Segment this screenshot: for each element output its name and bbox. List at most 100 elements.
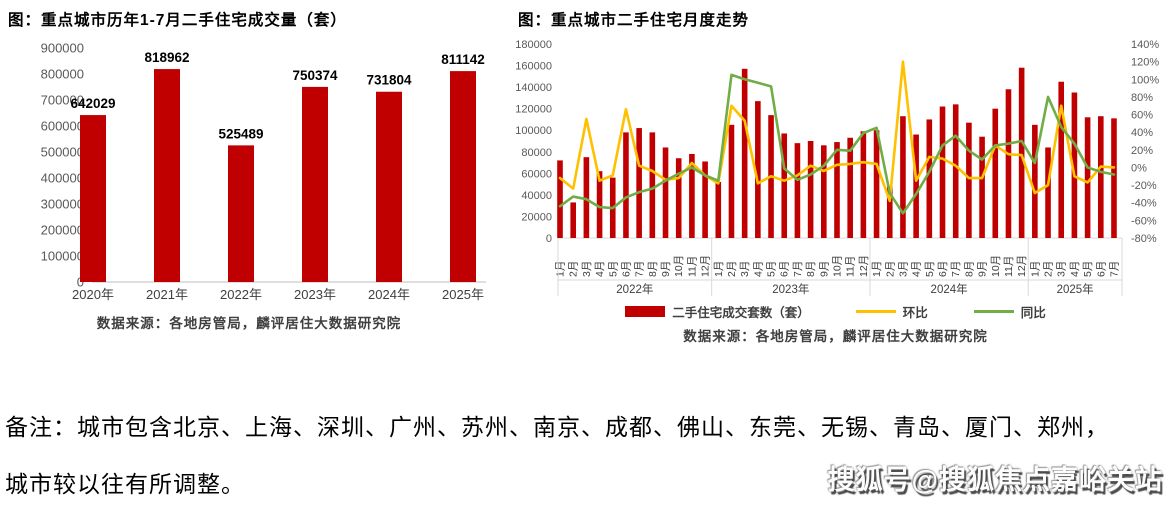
monthly-bar	[939, 106, 946, 238]
svg-text:100%: 100%	[1131, 74, 1159, 86]
svg-text:7月: 7月	[792, 261, 804, 277]
monthly-bar	[807, 141, 814, 238]
watermark: 搜狐号@搜狐焦点嘉峪关站	[827, 465, 1163, 495]
svg-text:2022年: 2022年	[220, 287, 262, 302]
svg-text:2025年: 2025年	[1057, 282, 1094, 296]
annual-bar	[154, 69, 180, 282]
monthly-bar	[966, 122, 972, 238]
legend-label-huanbi: 环比	[902, 305, 928, 320]
annual-bar	[376, 91, 402, 282]
svg-text:60000: 60000	[521, 168, 552, 180]
svg-text:800000: 800000	[41, 67, 84, 82]
svg-text:80000: 80000	[521, 147, 552, 159]
svg-text:2023年: 2023年	[772, 282, 809, 296]
monthly-bar	[1058, 81, 1065, 238]
svg-text:12月: 12月	[700, 255, 712, 277]
svg-text:2025年: 2025年	[442, 287, 484, 302]
svg-text:9月: 9月	[977, 261, 989, 277]
monthly-bar	[781, 133, 788, 238]
svg-text:3月: 3月	[897, 261, 909, 277]
monthly-bar	[1111, 118, 1117, 238]
monthly-bar	[886, 186, 893, 238]
monthly-bar	[847, 137, 853, 238]
monthly-bar	[952, 104, 959, 238]
tongbi-line	[558, 73, 1116, 215]
monthly-bar	[1005, 89, 1012, 238]
monthly-bar	[596, 171, 603, 238]
svg-text:2021年: 2021年	[146, 287, 188, 302]
svg-text:0%: 0%	[1131, 162, 1147, 174]
monthly-bar	[715, 181, 722, 238]
svg-text:400000: 400000	[41, 171, 84, 186]
monthly-bar	[900, 116, 906, 238]
monthly-bar	[675, 158, 682, 238]
footnote-line-1: 备注：城市包含北京、上海、深圳、广州、苏州、南京、成都、佛山、东莞、无锡、青岛、…	[5, 415, 1109, 441]
svg-text:2月: 2月	[726, 261, 738, 277]
monthly-bar	[702, 161, 708, 238]
svg-text:200000: 200000	[41, 223, 84, 238]
monthly-chart-source: 数据来源：各地房管局，麟评居住大数据研究院	[683, 329, 988, 345]
svg-text:731804: 731804	[366, 73, 412, 88]
svg-text:818962: 818962	[144, 50, 189, 65]
svg-text:10月: 10月	[990, 255, 1002, 277]
svg-text:2月: 2月	[1043, 261, 1055, 277]
svg-text:3月: 3月	[1056, 261, 1068, 277]
monthly-chart-title: 图：重点城市二手住宅月度走势	[518, 12, 750, 29]
svg-text:40%: 40%	[1131, 127, 1153, 139]
monthly-bar	[821, 145, 827, 238]
monthly-bar	[755, 101, 761, 238]
svg-text:40000: 40000	[521, 190, 552, 202]
monthly-bar	[834, 142, 840, 238]
monthly-bar	[860, 131, 867, 238]
svg-text:1月: 1月	[871, 261, 883, 277]
svg-text:100000: 100000	[41, 249, 84, 264]
monthly-bar	[649, 132, 656, 238]
svg-text:7月: 7月	[950, 261, 962, 277]
svg-text:10月: 10月	[831, 255, 843, 277]
svg-text:9月: 9月	[660, 261, 672, 277]
monthly-bar	[1084, 117, 1091, 238]
monthly-bars	[557, 67, 1117, 239]
monthly-bar	[741, 68, 748, 239]
footnote-line-2: 城市较以往有所调整。	[5, 472, 245, 498]
svg-text:0: 0	[546, 233, 552, 245]
monthly-bar	[926, 119, 933, 238]
svg-text:2024年: 2024年	[931, 282, 968, 296]
svg-text:3月: 3月	[739, 261, 751, 277]
annual-chart-source: 数据来源：各地房管局，麟评居住大数据研究院	[96, 316, 402, 332]
svg-text:900000: 900000	[41, 41, 84, 56]
legend-item-huanbi: 环比	[855, 302, 928, 321]
svg-text:2024年: 2024年	[368, 287, 410, 302]
annual-bar	[228, 145, 254, 282]
svg-text:2月: 2月	[568, 261, 580, 277]
monthly-bar	[1097, 116, 1104, 238]
monthly-bar	[583, 157, 590, 238]
svg-text:525489: 525489	[218, 126, 263, 141]
monthly-chart-svg: 0 20000 40000 60000 80000 100000 120000 140000 1…	[515, 39, 1159, 296]
svg-text:5月: 5月	[1082, 261, 1094, 277]
tongbi-line-swatch-icon	[973, 309, 1014, 314]
svg-text:2023年: 2023年	[294, 287, 336, 302]
svg-text:8月: 8月	[963, 261, 975, 277]
svg-text:160000: 160000	[515, 61, 552, 73]
monthly-bar	[689, 153, 695, 238]
monthly-bar	[728, 124, 735, 238]
footnote: 备注：城市包含北京、上海、深圳、广州、苏州、南京、成都、佛山、东莞、无锡、青岛、…	[5, 400, 1170, 514]
svg-text:600000: 600000	[41, 119, 84, 134]
svg-text:6月: 6月	[779, 261, 791, 277]
svg-text:1月: 1月	[713, 261, 725, 277]
svg-text:811142: 811142	[441, 52, 485, 67]
svg-text:11月: 11月	[845, 256, 857, 277]
svg-text:120%: 120%	[1131, 57, 1159, 69]
bar-swatch-icon	[625, 306, 666, 317]
monthly-bar	[794, 143, 801, 238]
svg-text:2022年: 2022年	[616, 282, 653, 296]
svg-text:180000: 180000	[515, 39, 552, 51]
svg-text:120000: 120000	[515, 104, 552, 116]
monthly-bar	[570, 202, 576, 238]
monthly-bar	[662, 147, 669, 238]
svg-text:-40%: -40%	[1131, 198, 1157, 210]
svg-text:5月: 5月	[607, 261, 619, 277]
svg-text:4月: 4月	[594, 261, 606, 277]
svg-text:-80%: -80%	[1131, 233, 1157, 245]
